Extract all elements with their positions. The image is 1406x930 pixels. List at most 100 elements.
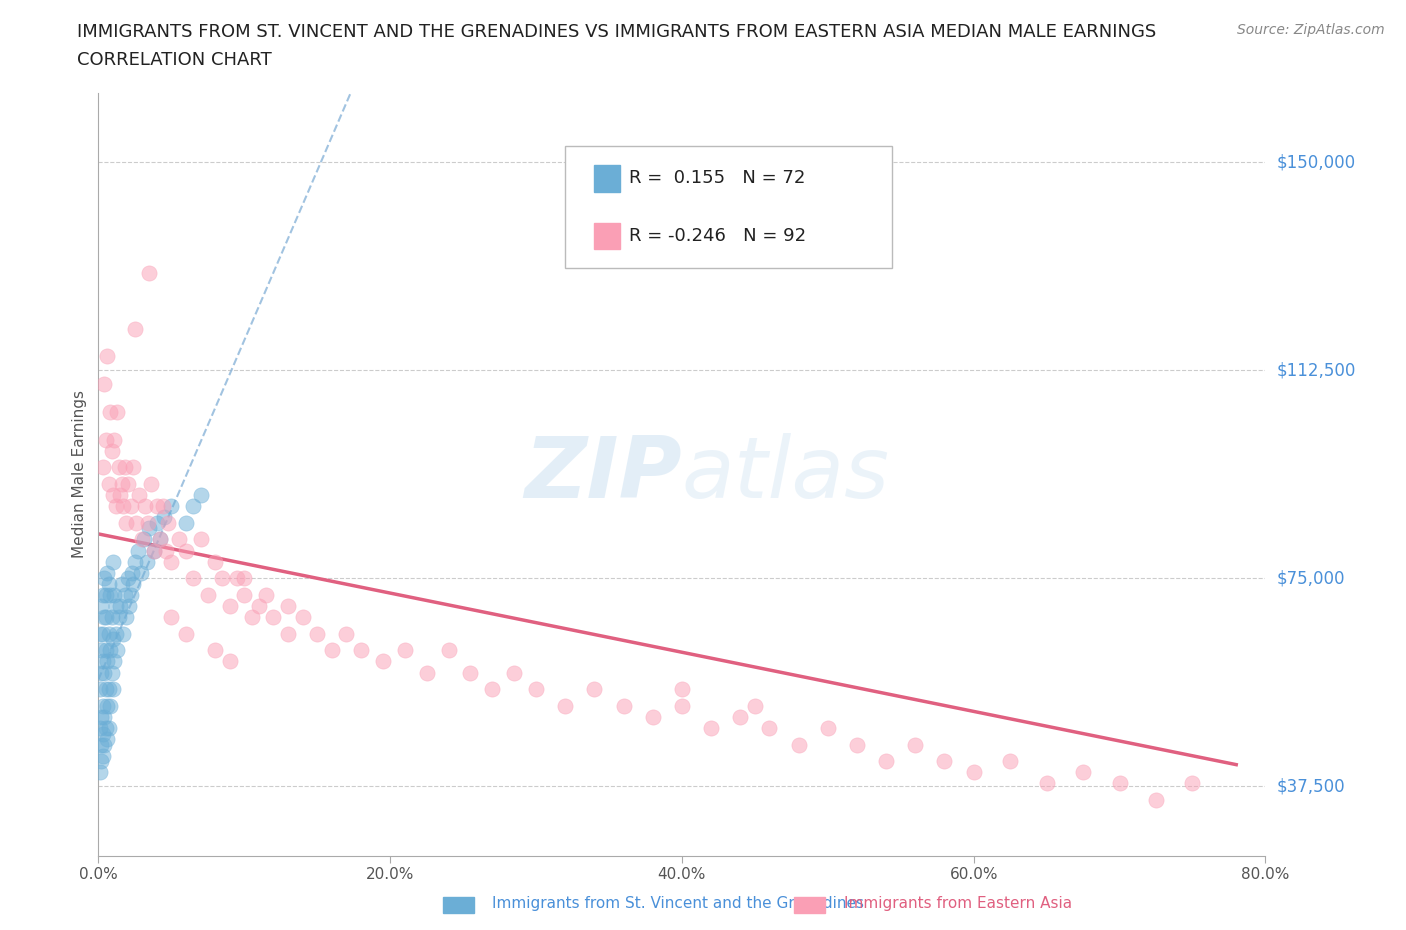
Point [91, 588, 114, 603]
Point [174, 543, 197, 558]
Point [118, 599, 141, 614]
Point [181, 571, 204, 586]
Point [90, 754, 112, 769]
Point [104, 599, 127, 614]
Text: Immigrants from St. Vincent and the Grenadines: Immigrants from St. Vincent and the Gren… [492, 897, 865, 911]
Point [96, 654, 118, 669]
Point [233, 588, 256, 603]
Point [149, 532, 172, 547]
Point [94, 643, 117, 658]
Point [97, 682, 120, 697]
Point [174, 515, 197, 530]
Point [100, 665, 122, 680]
Point [91, 654, 114, 669]
Point [103, 588, 125, 603]
Point [115, 610, 138, 625]
Point [100, 610, 122, 625]
Point [160, 554, 183, 569]
Point [124, 554, 146, 569]
Point [554, 698, 576, 713]
Point [93, 710, 115, 724]
Text: R = -0.246   N = 92: R = -0.246 N = 92 [630, 227, 807, 245]
Point [174, 626, 197, 641]
Point [93, 610, 115, 625]
Point [149, 532, 172, 547]
Point [127, 543, 149, 558]
Point [93, 571, 115, 586]
Point [153, 510, 176, 525]
Point [307, 626, 329, 641]
Point [90, 643, 112, 658]
Point [100, 444, 122, 458]
Point [226, 571, 249, 586]
Point [90, 665, 112, 680]
Point [97, 577, 120, 591]
Point [132, 532, 155, 547]
Point [111, 577, 134, 591]
Point [93, 665, 115, 680]
Point [233, 571, 256, 586]
Point [211, 571, 233, 586]
Point [91, 726, 114, 741]
Point [111, 476, 134, 491]
Point [96, 698, 118, 713]
Point [90, 710, 112, 724]
Point [110, 487, 132, 502]
Point [744, 698, 766, 713]
Point [394, 643, 416, 658]
Point [142, 543, 165, 558]
Point [904, 737, 927, 752]
Text: Source: ZipAtlas.com: Source: ZipAtlas.com [1237, 23, 1385, 37]
Point [671, 682, 693, 697]
Point [122, 460, 145, 475]
Point [89, 721, 111, 736]
Point [218, 654, 240, 669]
Point [524, 682, 547, 697]
Point [101, 554, 124, 569]
Text: R =  0.155   N = 72: R = 0.155 N = 72 [630, 169, 806, 188]
Point [167, 532, 190, 547]
Point [114, 588, 136, 603]
Point [146, 498, 169, 513]
Point [117, 476, 139, 491]
Point [415, 665, 437, 680]
Point [98, 405, 121, 419]
Point [90, 737, 112, 752]
Point [218, 599, 240, 614]
Point [110, 599, 132, 614]
Point [817, 721, 839, 736]
Text: $75,000: $75,000 [1277, 569, 1346, 587]
Point [262, 610, 284, 625]
Point [204, 643, 226, 658]
Point [730, 710, 752, 724]
Point [503, 665, 526, 680]
Point [190, 487, 212, 502]
Point [129, 565, 152, 580]
Point [94, 432, 117, 447]
Point [101, 631, 124, 646]
Point [108, 460, 131, 475]
Point [121, 565, 143, 580]
Point [846, 737, 869, 752]
Text: IMMIGRANTS FROM ST. VINCENT AND THE GRENADINES VS IMMIGRANTS FROM EASTERN ASIA M: IMMIGRANTS FROM ST. VINCENT AND THE GREN… [77, 23, 1157, 41]
Point [1108, 776, 1130, 790]
Point [93, 737, 115, 752]
Point [97, 721, 120, 736]
Point [700, 721, 723, 736]
Point [321, 643, 343, 658]
Point [94, 682, 117, 697]
Point [350, 643, 373, 658]
Point [125, 515, 148, 530]
Point [146, 515, 169, 530]
Text: $150,000: $150,000 [1277, 153, 1355, 171]
Point [371, 654, 394, 669]
Point [101, 487, 124, 502]
Point [240, 610, 263, 625]
Point [94, 721, 117, 736]
Point [91, 698, 114, 713]
Point [138, 521, 160, 536]
Point [962, 765, 984, 780]
Point [91, 460, 114, 475]
Point [91, 749, 114, 764]
Point [1144, 792, 1167, 807]
